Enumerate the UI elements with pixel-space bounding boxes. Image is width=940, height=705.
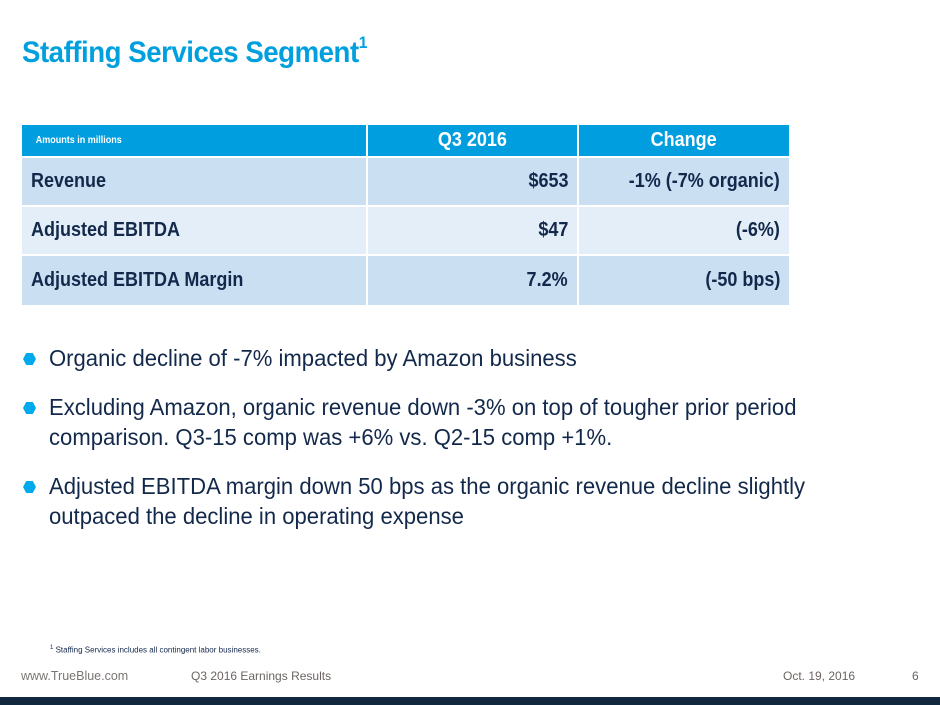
hexagon-bullet-icon — [23, 402, 36, 414]
row-label: Adjusted EBITDA — [22, 207, 368, 256]
row-change-value: (-50 bps) — [579, 256, 789, 305]
bullet-text: Excluding Amazon, organic revenue down -… — [49, 394, 797, 450]
header-label: Amounts in millions — [35, 135, 122, 146]
row-label: Adjusted EBITDA Margin — [22, 256, 368, 305]
row-change-value: -1% (-7% organic) — [579, 158, 789, 207]
row-change-text: (-6%) — [735, 219, 780, 241]
hexagon-bullet-icon — [23, 481, 36, 493]
bullet-list: Organic decline of -7% impacted by Amazo… — [22, 343, 902, 550]
footer-page-number: 6 — [912, 669, 919, 683]
bullet-item: Excluding Amazon, organic revenue down -… — [22, 392, 902, 452]
row-change-text: (-50 bps) — [704, 269, 780, 291]
row-q3-value: 7.2% — [368, 256, 579, 305]
hexagon-bullet-icon — [23, 353, 36, 365]
footnote: 1 Staffing Services includes all conting… — [50, 645, 261, 655]
table-header-row: Amounts in millions Q3 2016 Change — [22, 125, 789, 158]
row-label-text: Adjusted EBITDA Margin — [31, 269, 244, 291]
header-change: Change — [579, 125, 789, 158]
row-label-text: Adjusted EBITDA — [31, 219, 181, 241]
bullet-text: Organic decline of -7% impacted by Amazo… — [49, 345, 577, 371]
header-amounts-in-millions: Amounts in millions — [22, 125, 368, 158]
row-change-value: (-6%) — [579, 207, 789, 256]
row-q3-value-text: 7.2% — [526, 269, 568, 291]
bullet-item: Adjusted EBITDA margin down 50 bps as th… — [22, 471, 902, 531]
bullet-text: Adjusted EBITDA margin down 50 bps as th… — [49, 473, 806, 529]
slide-title: Staffing Services Segment1 — [22, 33, 368, 70]
row-q3-value: $653 — [368, 158, 579, 207]
header-q3-2016: Q3 2016 — [368, 125, 579, 158]
table-row-adjusted-ebitda-margin: Adjusted EBITDA Margin 7.2% (-50 bps) — [22, 256, 789, 305]
title-footnote-marker: 1 — [358, 33, 368, 52]
row-q3-value-text: $653 — [527, 170, 568, 192]
footnote-marker: 1 — [50, 645, 54, 651]
bottom-bar — [0, 697, 940, 705]
header-label: Change — [650, 129, 718, 151]
row-q3-value-text: $47 — [537, 219, 568, 241]
row-q3-value: $47 — [368, 207, 579, 256]
financial-summary-table: Amounts in millions Q3 2016 Change Reven… — [22, 125, 789, 305]
footnote-text: Staffing Services includes all contingen… — [55, 645, 261, 655]
table-row-revenue: Revenue $653 -1% (-7% organic) — [22, 158, 789, 207]
row-change-text: -1% (-7% organic) — [628, 170, 780, 192]
row-label-text: Revenue — [31, 170, 107, 192]
row-label: Revenue — [22, 158, 368, 207]
slide-title-text: Staffing Services Segment — [22, 36, 359, 69]
header-label: Q3 2016 — [437, 129, 508, 151]
table-row-adjusted-ebitda: Adjusted EBITDA $47 (-6%) — [22, 207, 789, 256]
footer-date: Oct. 19, 2016 — [783, 669, 856, 683]
footer-presentation-title: Q3 2016 Earnings Results — [191, 669, 332, 683]
footer-website: www.TrueBlue.com — [21, 669, 129, 683]
bullet-item: Organic decline of -7% impacted by Amazo… — [22, 343, 902, 373]
